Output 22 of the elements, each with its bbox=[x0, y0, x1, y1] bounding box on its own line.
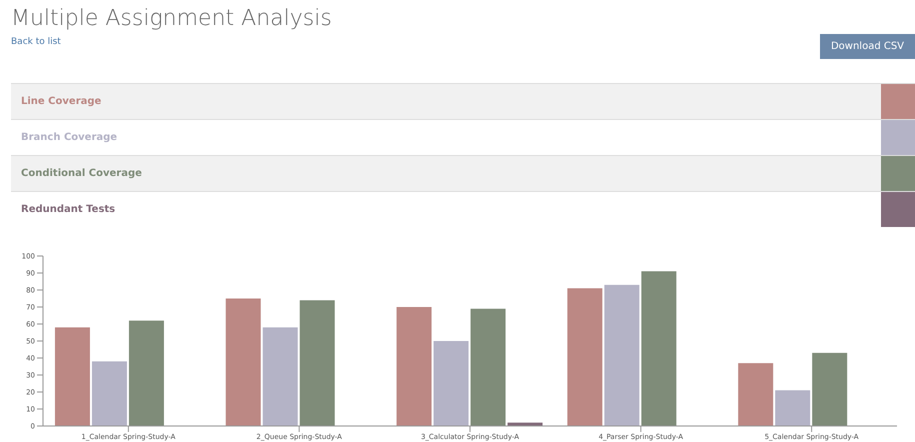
bar bbox=[775, 390, 810, 426]
bar bbox=[300, 300, 335, 426]
bar bbox=[812, 352, 848, 426]
bar bbox=[434, 341, 469, 426]
text: Line Coverage bbox=[21, 96, 102, 107]
chart-title: Multiple Assignment Analysis bbox=[11, 6, 332, 31]
bar bbox=[641, 271, 676, 426]
bar bbox=[92, 361, 127, 426]
bar bbox=[54, 327, 90, 426]
bar bbox=[262, 327, 298, 426]
bar bbox=[738, 363, 774, 426]
bar bbox=[226, 298, 261, 426]
bar bbox=[470, 308, 506, 426]
bar bbox=[396, 307, 432, 426]
bar bbox=[128, 320, 164, 426]
bar bbox=[567, 288, 602, 426]
text: Back to list bbox=[11, 37, 61, 47]
bar bbox=[604, 284, 640, 426]
text: Redundant Tests bbox=[21, 204, 116, 215]
text: Branch Coverage bbox=[21, 132, 118, 143]
text: Conditional Coverage bbox=[21, 168, 142, 179]
text: Download CSV bbox=[820, 34, 915, 59]
